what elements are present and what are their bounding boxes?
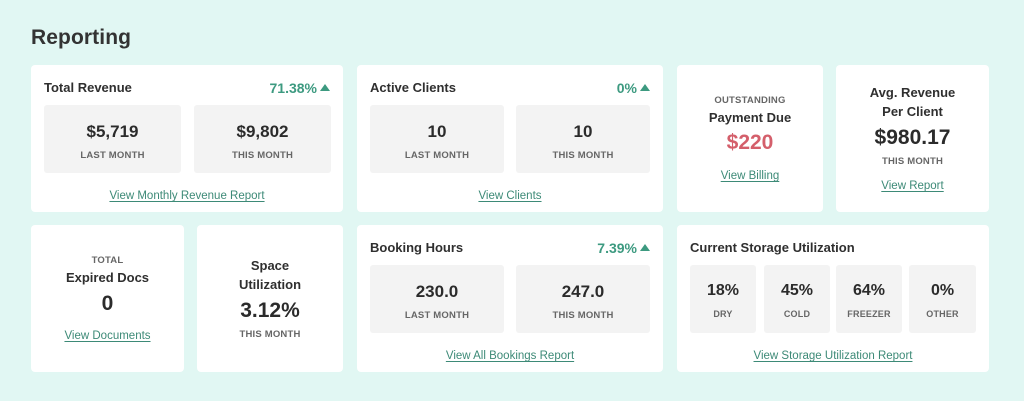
- last-month-stat: 10 LAST MONTH: [370, 105, 504, 173]
- view-monthly-revenue-report-link[interactable]: View Monthly Revenue Report: [109, 190, 265, 202]
- total-revenue-card: Total Revenue 71.38% $5,719 LAST MONTH $…: [31, 65, 343, 212]
- card-title: Booking Hours: [370, 240, 464, 255]
- storage-freezer-stat: 64% FREEZER: [836, 265, 902, 333]
- stat-value: 45%: [780, 282, 814, 299]
- stat-label: LAST MONTH: [404, 150, 470, 161]
- card-title-line1: Avg. Revenue: [869, 85, 956, 100]
- change-value: 71.38%: [269, 80, 317, 96]
- last-month-stat: 230.0 LAST MONTH: [370, 265, 504, 333]
- storage-other-stat: 0% OTHER: [909, 265, 976, 333]
- stat-label: DRY: [713, 309, 733, 319]
- card-title-line2: Per Client: [882, 104, 943, 119]
- storage-cold-stat: 45% COLD: [764, 265, 830, 333]
- view-clients-link[interactable]: View Clients: [478, 190, 542, 202]
- stat-value: 230.0: [415, 282, 459, 301]
- storage-utilization-card: Current Storage Utilization 18% DRY 45% …: [677, 225, 989, 372]
- card-title: Current Storage Utilization: [690, 240, 855, 255]
- booking-hours-card: Booking Hours 7.39% 230.0 LAST MONTH 247…: [357, 225, 663, 372]
- space-utilization-card: Space Utilization 3.12% THIS MONTH: [197, 225, 343, 372]
- stat-value: 247.0: [561, 282, 605, 301]
- stat-value: $5,719: [86, 122, 139, 141]
- stat-value: 64%: [852, 282, 886, 299]
- view-billing-link[interactable]: View Billing: [720, 170, 780, 182]
- stat-label: LAST MONTH: [404, 310, 470, 321]
- caption: THIS MONTH: [239, 329, 301, 340]
- change-value: 7.39%: [597, 240, 637, 256]
- stat-value: 10: [427, 122, 447, 141]
- caption: OUTSTANDING: [714, 95, 786, 106]
- avg-revenue-value: $980.17: [874, 126, 951, 149]
- change-indicator: 0%: [617, 80, 650, 96]
- change-indicator: 7.39%: [597, 240, 650, 256]
- card-title: Total Revenue: [44, 80, 132, 95]
- this-month-stat: 10 THIS MONTH: [516, 105, 650, 173]
- card-title-line1: Space: [250, 258, 290, 273]
- expired-docs-value: 0: [101, 292, 114, 315]
- stat-value: $9,802: [236, 122, 289, 141]
- page-title: Reporting: [31, 26, 132, 49]
- stat-label: COLD: [783, 309, 811, 319]
- active-clients-card: Active Clients 0% 10 LAST MONTH 10 THIS …: [357, 65, 663, 212]
- this-month-stat: $9,802 THIS MONTH: [194, 105, 331, 173]
- card-title-line2: Utilization: [238, 277, 302, 292]
- expired-docs-card: TOTAL Expired Docs 0 View Documents: [31, 225, 184, 372]
- card-title: Payment Due: [708, 110, 792, 125]
- view-report-link[interactable]: View Report: [881, 180, 944, 192]
- arrow-up-icon: [640, 84, 650, 91]
- stat-label: OTHER: [926, 309, 959, 319]
- payment-due-value: $220: [726, 131, 774, 154]
- stat-value: 18%: [706, 282, 740, 299]
- this-month-stat: 247.0 THIS MONTH: [516, 265, 650, 333]
- stat-value: 10: [573, 122, 593, 141]
- card-title: Expired Docs: [65, 270, 150, 285]
- view-all-bookings-report-link[interactable]: View All Bookings Report: [445, 350, 575, 362]
- storage-dry-stat: 18% DRY: [690, 265, 756, 333]
- stat-value: 0%: [930, 282, 955, 299]
- stat-label: THIS MONTH: [552, 150, 614, 161]
- view-documents-link[interactable]: View Documents: [64, 330, 151, 342]
- stat-label: THIS MONTH: [231, 150, 294, 161]
- arrow-up-icon: [320, 84, 330, 91]
- space-utilization-value: 3.12%: [240, 299, 300, 322]
- stat-label: LAST MONTH: [80, 150, 145, 161]
- avg-revenue-card: Avg. Revenue Per Client $980.17 THIS MON…: [836, 65, 989, 212]
- caption: TOTAL: [91, 255, 124, 266]
- stat-label: THIS MONTH: [552, 310, 614, 321]
- change-value: 0%: [616, 80, 637, 96]
- caption: THIS MONTH: [881, 156, 944, 167]
- arrow-up-icon: [640, 244, 650, 251]
- change-indicator: 71.38%: [270, 80, 330, 96]
- last-month-stat: $5,719 LAST MONTH: [44, 105, 181, 173]
- payment-due-card: OUTSTANDING Payment Due $220 View Billin…: [677, 65, 823, 212]
- stat-label: FREEZER: [847, 309, 891, 319]
- view-storage-utilization-report-link[interactable]: View Storage Utilization Report: [753, 350, 913, 362]
- card-title: Active Clients: [370, 80, 456, 95]
